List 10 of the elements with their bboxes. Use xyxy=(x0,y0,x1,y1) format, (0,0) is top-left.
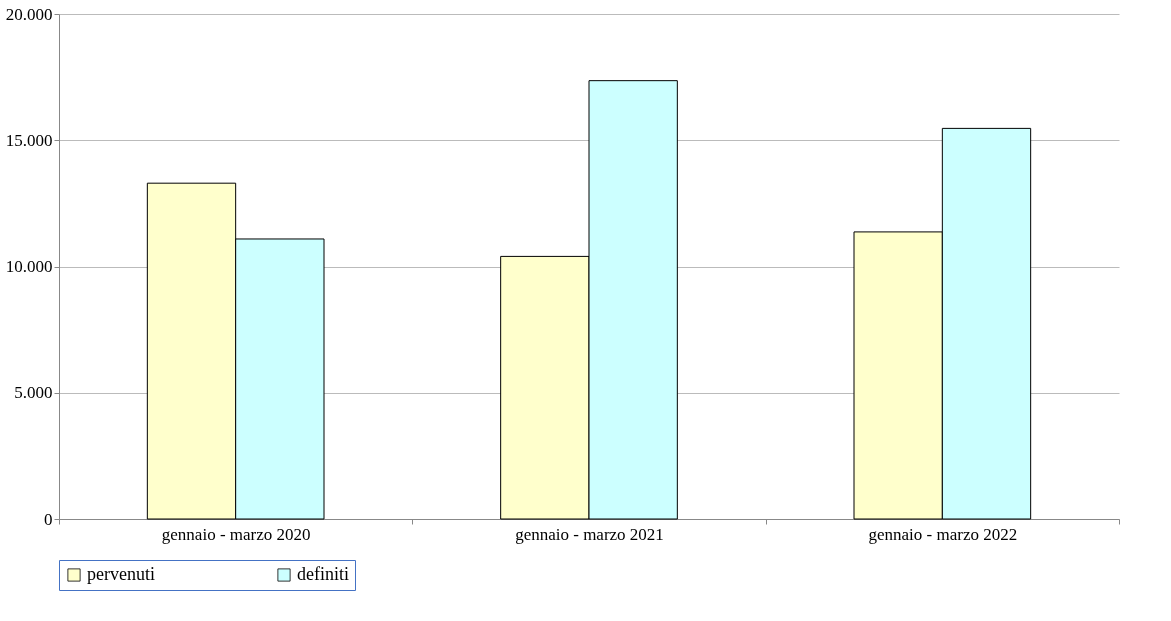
legend-label: pervenuti xyxy=(87,564,155,584)
y-tick-label: 15.000 xyxy=(5,130,53,150)
y-tick-label: 10.000 xyxy=(5,257,53,276)
y-tick-label: 0 xyxy=(44,509,53,529)
y-tick-label: 20.000 xyxy=(5,4,53,24)
legend-label: definiti xyxy=(297,564,349,584)
x-tick-label: gennaio - marzo 2020 xyxy=(161,524,311,544)
y-tick-label: 5.000 xyxy=(14,383,53,403)
x-tick-label: gennaio - marzo 2022 xyxy=(868,524,1018,544)
x-tick-label: gennaio - marzo 2021 xyxy=(515,524,664,544)
